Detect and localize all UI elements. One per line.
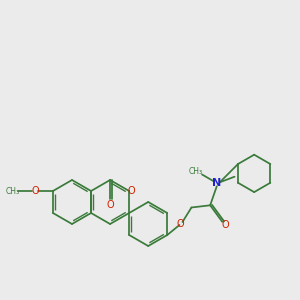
Text: N: N xyxy=(212,178,221,188)
Text: O: O xyxy=(177,219,184,229)
Text: O: O xyxy=(32,186,39,196)
Text: CH₃: CH₃ xyxy=(6,187,20,196)
Text: CH₃: CH₃ xyxy=(189,167,203,176)
Text: O: O xyxy=(221,220,229,230)
Text: O: O xyxy=(127,186,135,196)
Text: O: O xyxy=(106,200,114,210)
